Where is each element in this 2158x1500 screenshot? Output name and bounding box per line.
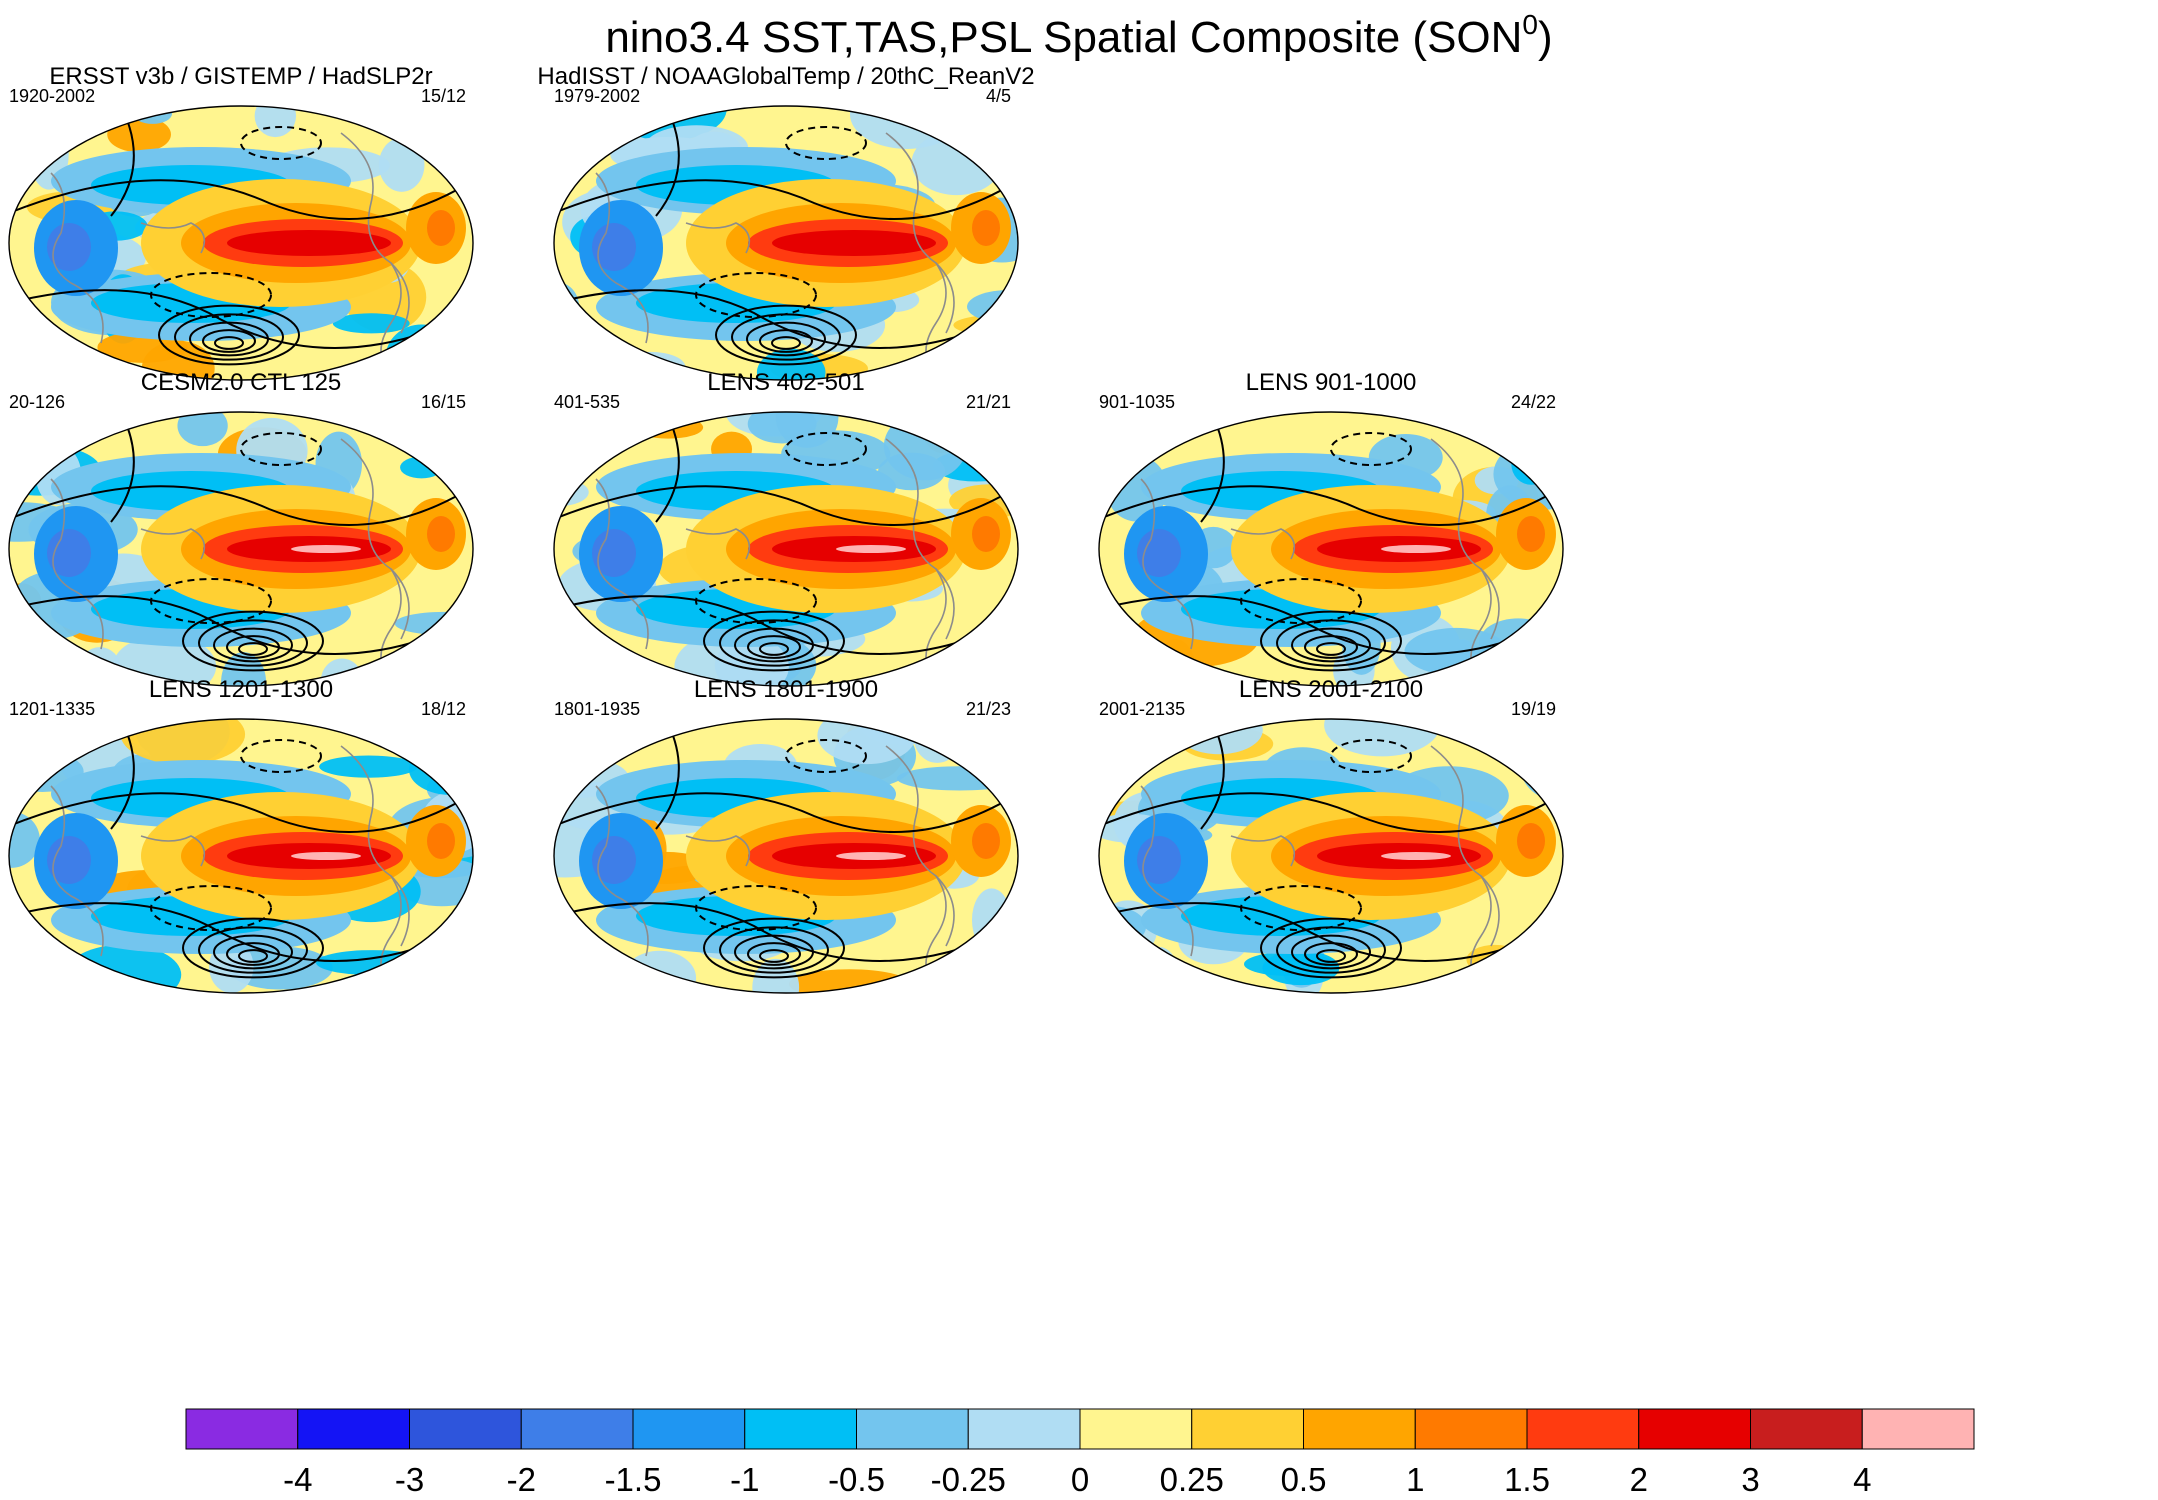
- colorbar-swatch: [1861, 1408, 1975, 1450]
- panel-years: 1801-1935: [554, 699, 640, 719]
- map-border: [1098, 718, 1564, 994]
- pressure-contours: [9, 412, 473, 672]
- map-border: [8, 105, 474, 381]
- panel-title: LENS 901-1000: [1246, 369, 1417, 396]
- coastlines: [1140, 438, 1500, 680]
- pressure-contours: [554, 719, 1018, 979]
- colorbar-swatch: [409, 1408, 522, 1450]
- pressure-contours: [1099, 719, 1563, 979]
- colorbar-swatch: [1750, 1408, 1863, 1450]
- panel-title: CESM2.0 CTL 125: [141, 369, 342, 396]
- colorbar: -4 -3 -2 -1.5 -1 -0.5 -0.25 0 0.25 0.5 1 1.5 2 3 4: [185, 1408, 1975, 1498]
- panel-years: 1979-2002: [554, 86, 640, 106]
- colorbar-tick-label: 0: [1071, 1461, 1089, 1498]
- colorbar-swatch: [1638, 1408, 1751, 1450]
- map-border: [553, 105, 1019, 381]
- colorbar-swatch: [297, 1408, 410, 1450]
- colorbar-tick-label: 4: [1853, 1461, 1871, 1498]
- panel-years: 1920-2002: [9, 86, 95, 106]
- colorbar-swatch: [632, 1408, 746, 1450]
- colorbar-swatch: [744, 1408, 857, 1450]
- title-superscript: 0: [1522, 9, 1538, 40]
- colorbar-swatch: [1526, 1408, 1640, 1450]
- colorbar-swatch: [185, 1408, 299, 1450]
- map-field: [554, 719, 1018, 993]
- map-border: [553, 411, 1019, 687]
- panel-years: 901-1035: [1099, 392, 1175, 412]
- panel-counts: 19/19: [1511, 699, 1556, 719]
- colorbar-swatch: [520, 1408, 634, 1450]
- map-field: [9, 719, 473, 993]
- figure-title: nino3.4 SST,TAS,PSL Spatial Composite (S…: [605, 9, 1552, 62]
- colorbar-swatch: [1079, 1408, 1193, 1450]
- colorbar-tick-label: 1: [1406, 1461, 1424, 1498]
- map-border: [8, 718, 474, 994]
- map-panel: LENS 1201-1300 1201-1335 18/12: [8, 676, 474, 994]
- map-panel: HadISST / NOAAGlobalTemp / 20thC_ReanV21…: [537, 63, 1035, 381]
- colorbar-tick-label: -1: [730, 1461, 759, 1498]
- colorbar-tick-label: -3: [395, 1461, 424, 1498]
- panel-counts: 18/12: [421, 699, 466, 719]
- map-field: [9, 106, 473, 380]
- coastlines: [595, 132, 955, 374]
- map-field: [554, 106, 1018, 380]
- pressure-contours: [554, 412, 1018, 672]
- pressure-contours: [554, 106, 1018, 366]
- colorbar-tick-label: -4: [283, 1461, 312, 1498]
- panel-years: 20-126: [9, 392, 65, 412]
- panel-title: LENS 402-501: [707, 369, 864, 396]
- map-panel: LENS 901-1000 901-1035 24/22: [1098, 369, 1564, 687]
- colorbar-tick-label: 3: [1741, 1461, 1759, 1498]
- map-field: [554, 412, 1018, 686]
- panel-counts: 4/5: [986, 86, 1011, 106]
- panel-title: LENS 1801-1900: [694, 676, 878, 703]
- map-panel: LENS 402-501 401-535 21/21: [553, 369, 1019, 687]
- colorbar-tick-label: 1.5: [1504, 1461, 1550, 1498]
- colorbar-tick-label: -0.25: [931, 1461, 1006, 1498]
- colorbar-swatch: [1303, 1408, 1416, 1450]
- colorbar-swatch: [856, 1408, 969, 1450]
- colorbar-tick-label: 0.25: [1160, 1461, 1224, 1498]
- map-panel: LENS 1801-1900 1801-1935 21/23: [553, 676, 1019, 994]
- colorbar-tick-label: 2: [1630, 1461, 1648, 1498]
- colorbar-swatch: [967, 1408, 1081, 1450]
- title-main: nino3.4 SST,TAS,PSL Spatial Composite (S…: [605, 13, 1522, 62]
- title-suffix: ): [1538, 13, 1553, 62]
- panel-counts: 16/15: [421, 392, 466, 412]
- panel-title: LENS 2001-2100: [1239, 676, 1423, 703]
- panel-title: LENS 1201-1300: [149, 676, 333, 703]
- colorbar-tick-label: -2: [507, 1461, 536, 1498]
- panel-counts: 21/23: [966, 699, 1011, 719]
- panel-counts: 21/21: [966, 392, 1011, 412]
- map-field: [9, 412, 473, 686]
- panel-years: 401-535: [554, 392, 620, 412]
- pressure-contours: [9, 106, 473, 366]
- panel-years: 1201-1335: [9, 699, 95, 719]
- panel-title: ERSST v3b / GISTEMP / HadSLP2r: [49, 63, 432, 90]
- panel-counts: 15/12: [421, 86, 466, 106]
- map-panel: LENS 2001-2100 2001-2135 19/19: [1098, 676, 1564, 994]
- map-panel: CESM2.0 CTL 125 20-126 16/15: [8, 369, 474, 687]
- colorbar-swatch: [1191, 1408, 1304, 1450]
- map-field: [1099, 719, 1563, 993]
- colorbar-tick-label: -0.5: [828, 1461, 885, 1498]
- panel-years: 2001-2135: [1099, 699, 1185, 719]
- panel-title: HadISST / NOAAGlobalTemp / 20thC_ReanV2: [537, 63, 1034, 90]
- colorbar-swatch: [1414, 1408, 1528, 1450]
- map-border: [553, 718, 1019, 994]
- panel-counts: 24/22: [1511, 392, 1556, 412]
- pressure-contours: [9, 719, 473, 979]
- colorbar-tick-label: 0.5: [1281, 1461, 1327, 1498]
- colorbar-tick-label: -1.5: [605, 1461, 662, 1498]
- map-border: [8, 411, 474, 687]
- map-border: [1098, 411, 1564, 687]
